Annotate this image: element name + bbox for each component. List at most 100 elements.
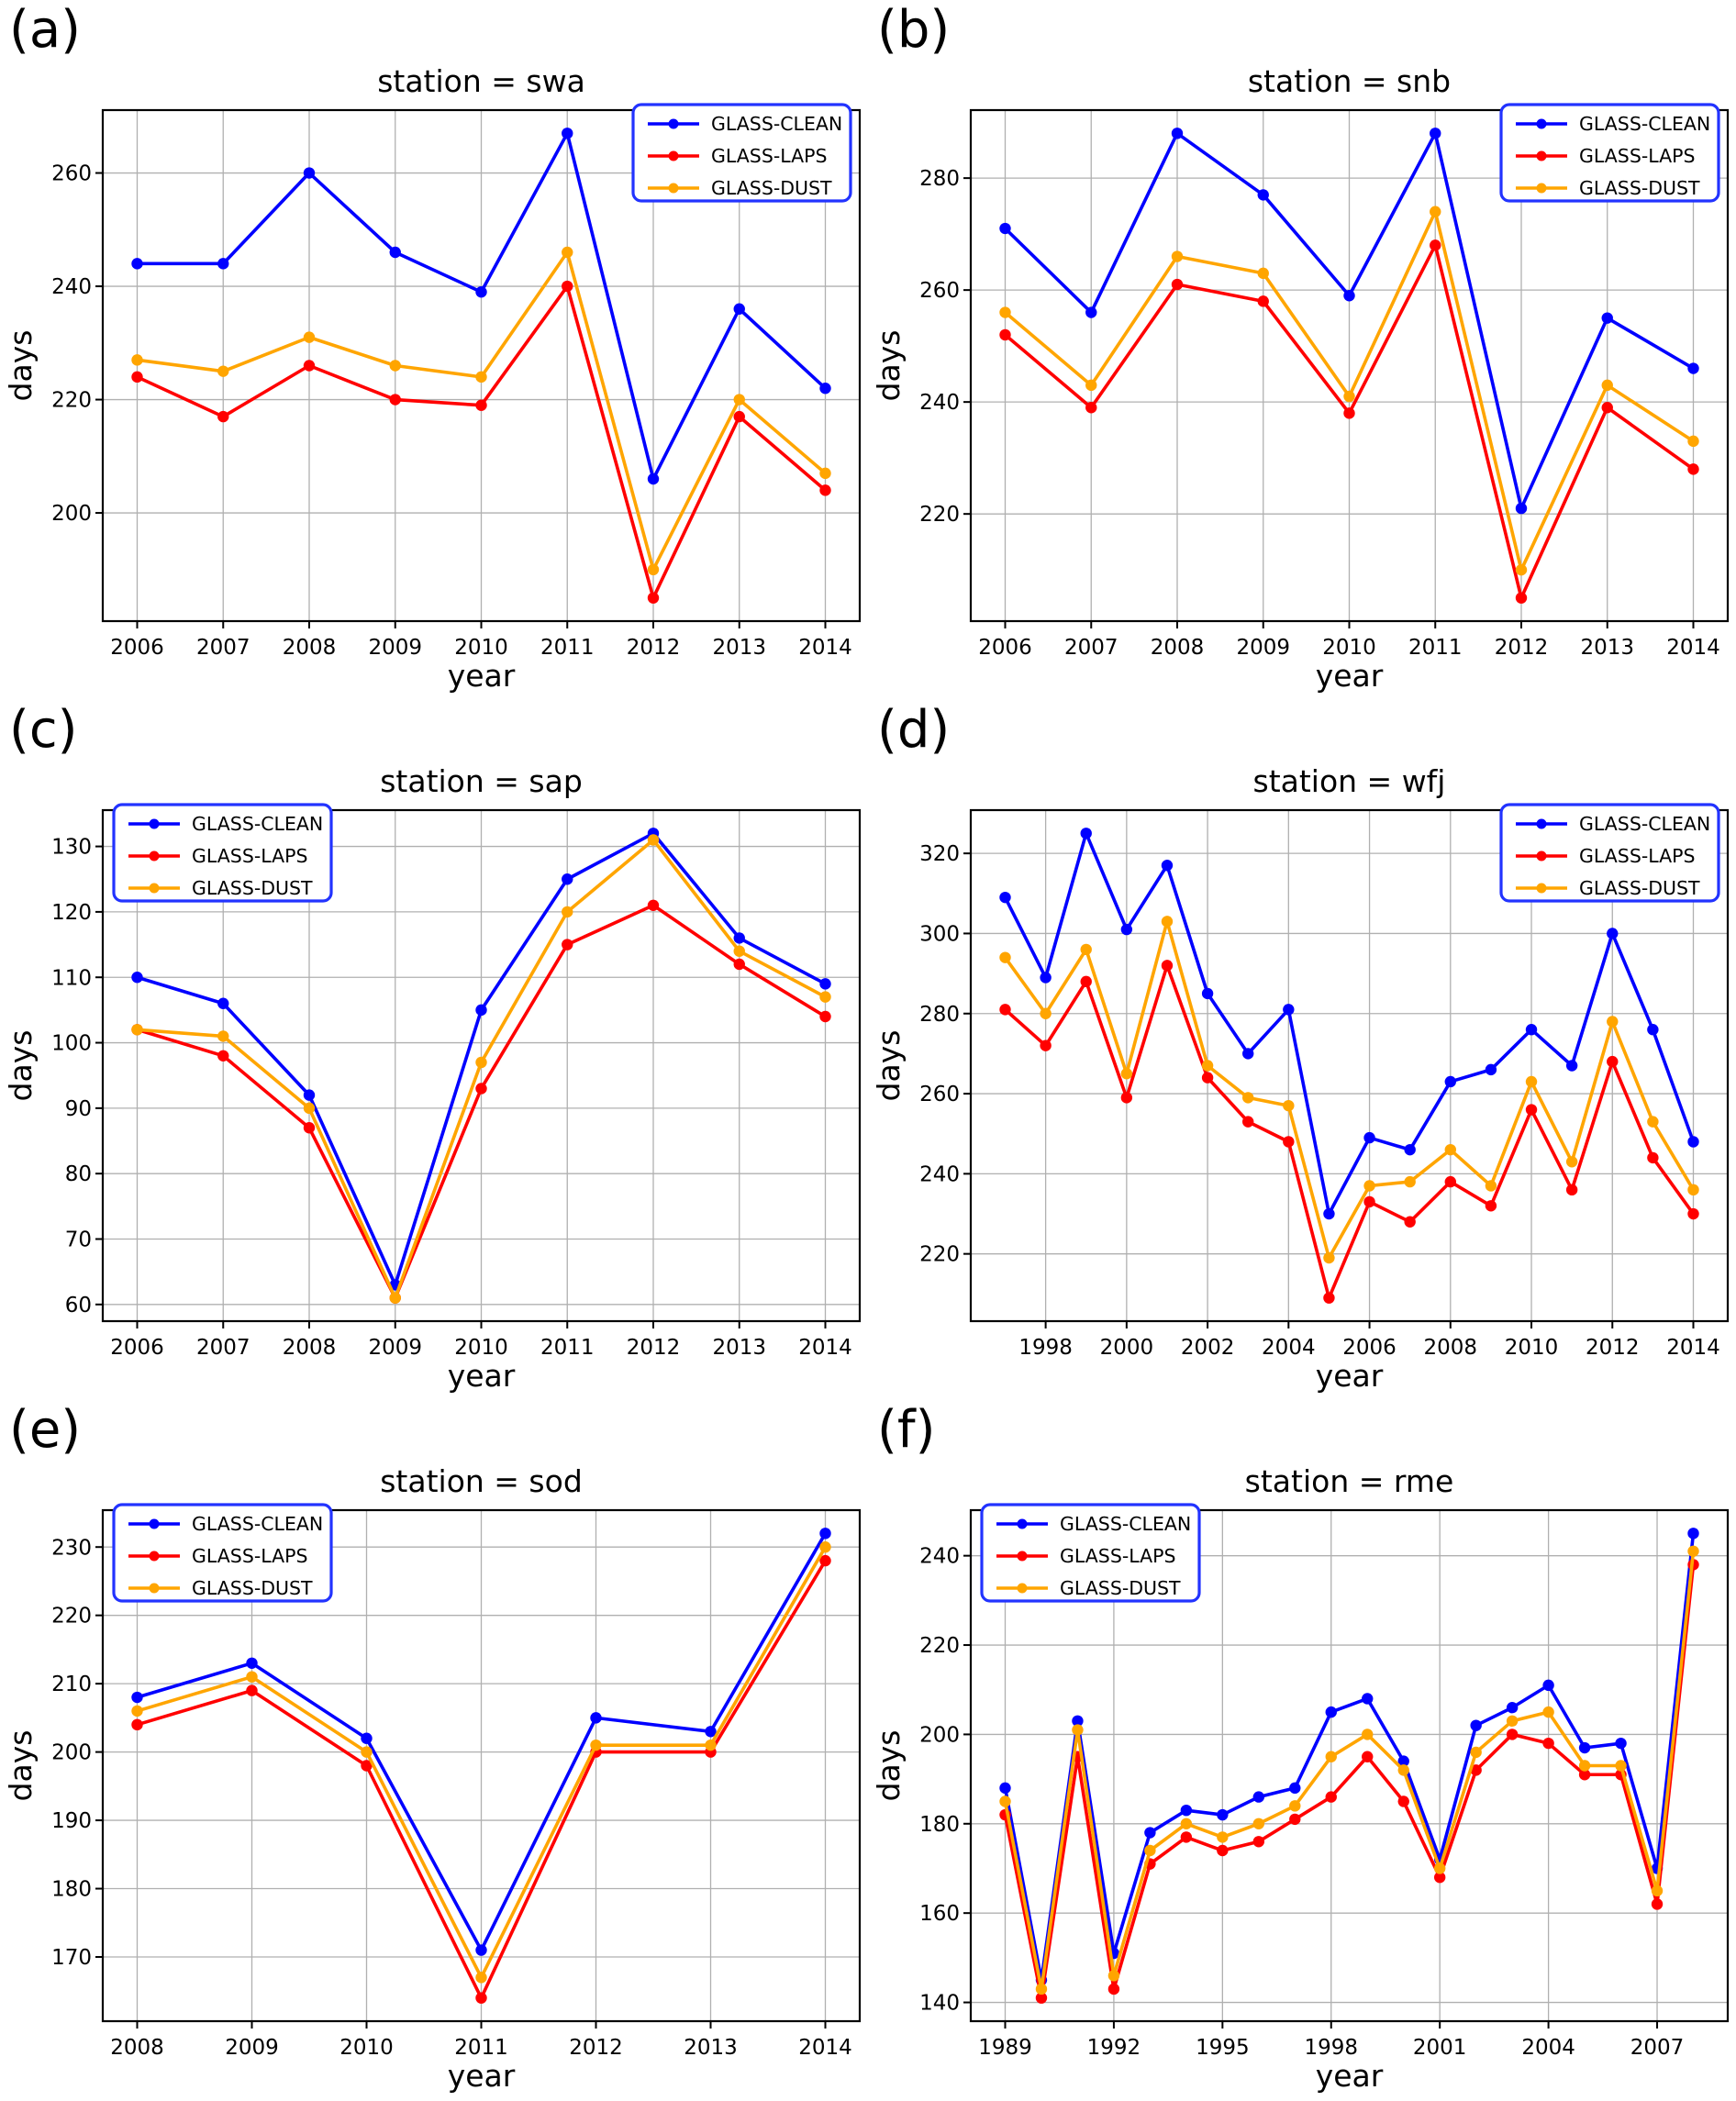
- legend-marker: [149, 883, 160, 894]
- y-tick-label: 120: [51, 901, 92, 925]
- series-line-GLASS-LAPS: [1004, 963, 1695, 1300]
- legend-label: GLASS-DUST: [1579, 177, 1700, 199]
- y-tick-label: 80: [65, 1162, 92, 1186]
- data-point-GLASS-DUST: [131, 1705, 143, 1717]
- x-tick-label: 2012: [1495, 636, 1549, 660]
- chart-title: station = wfj: [1253, 763, 1446, 799]
- x-tick-label: 2012: [627, 636, 681, 660]
- data-point-GLASS-LAPS: [1201, 1072, 1214, 1084]
- axes-spines: [101, 108, 862, 623]
- data-point-GLASS-CLEAN: [1325, 1706, 1337, 1718]
- panel-letter-b: (b): [877, 0, 951, 60]
- data-point-GLASS-DUST: [1289, 1800, 1301, 1812]
- data-point-GLASS-CLEAN: [1578, 1741, 1591, 1754]
- legend-box: [1499, 103, 1720, 203]
- data-point-GLASS-DUST: [1325, 1751, 1337, 1762]
- panel-letter-e: (e): [9, 1400, 82, 1460]
- panel-letter-c: (c): [9, 700, 78, 760]
- data-point-GLASS-DUST: [1252, 1818, 1265, 1829]
- data-point-GLASS-LAPS: [999, 1004, 1011, 1016]
- data-point-GLASS-CLEAN: [1283, 1004, 1295, 1016]
- data-point-GLASS-LAPS: [1687, 463, 1699, 475]
- data-point-GLASS-LAPS: [1525, 1104, 1538, 1116]
- y-tick-label: 220: [919, 503, 960, 527]
- panel-letter-a: (a): [9, 0, 82, 60]
- legend-label: GLASS-DUST: [711, 177, 832, 199]
- y-tick-label: 110: [51, 966, 92, 990]
- data-point-GLASS-CLEAN: [705, 1726, 717, 1738]
- data-point-GLASS-CLEAN: [1485, 1063, 1497, 1076]
- data-point-GLASS-CLEAN: [1180, 1804, 1193, 1817]
- axes-spines: [101, 1508, 862, 2023]
- x-tick-label: 2004: [1262, 1336, 1316, 1360]
- data-point-GLASS-CLEAN: [1242, 1048, 1254, 1060]
- x-tick-label: 2007: [1064, 636, 1118, 660]
- data-point-GLASS-CLEAN: [1470, 1719, 1482, 1731]
- panel-c: 2006 2007 2008 2009 2010 2011 2012 2013 2014 60 70…: [0, 700, 868, 1400]
- data-point-GLASS-DUST: [1257, 267, 1269, 280]
- data-point-GLASS-DUST: [1362, 1729, 1374, 1740]
- data-point-GLASS-CLEAN: [1343, 290, 1355, 302]
- x-tick-label: 2013: [684, 2036, 738, 2060]
- y-tick-label: 240: [919, 391, 960, 415]
- y-tick-label: 280: [919, 167, 960, 191]
- legend-marker: [668, 183, 679, 194]
- data-point-GLASS-LAPS: [1217, 1844, 1229, 1857]
- x-tick-label: 2011: [1408, 636, 1463, 660]
- data-point-GLASS-CLEAN: [246, 1657, 258, 1670]
- legend-label: GLASS-CLEAN: [192, 1513, 323, 1535]
- data-point-GLASS-LAPS: [1040, 1039, 1052, 1051]
- x-tick-label: 2014: [798, 1336, 852, 1360]
- x-tick-label: 2010: [454, 1336, 508, 1360]
- y-tick-label: 220: [51, 389, 92, 413]
- data-point-GLASS-LAPS: [1035, 1992, 1048, 2004]
- x-tick-label: 2009: [368, 1336, 422, 1360]
- x-tick-label: 1998: [1018, 1336, 1073, 1360]
- y-tick-label: 60: [65, 1294, 92, 1317]
- data-point-GLASS-CLEAN: [819, 1528, 831, 1540]
- data-point-GLASS-CLEAN: [1085, 306, 1097, 318]
- data-point-GLASS-DUST: [647, 834, 660, 846]
- x-tick-label: 2010: [1505, 1336, 1559, 1360]
- legend-box: [112, 803, 333, 903]
- data-point-GLASS-CLEAN: [1362, 1693, 1374, 1705]
- data-point-GLASS-CLEAN: [303, 1089, 316, 1101]
- data-point-GLASS-DUST: [1120, 1068, 1133, 1080]
- data-point-GLASS-LAPS: [389, 394, 401, 406]
- data-point-GLASS-DUST: [361, 1746, 373, 1758]
- data-point-GLASS-LAPS: [562, 939, 573, 950]
- legend-marker: [1536, 118, 1547, 129]
- data-point-GLASS-LAPS: [1283, 1136, 1295, 1148]
- data-point-GLASS-CLEAN: [131, 1691, 143, 1704]
- x-tick-label: 2007: [196, 636, 250, 660]
- data-point-GLASS-DUST: [1525, 1075, 1538, 1088]
- data-point-GLASS-LAPS: [1601, 402, 1613, 414]
- data-point-GLASS-LAPS: [1362, 1751, 1374, 1762]
- legend-marker: [1536, 850, 1547, 862]
- legend: GLASS-CLEAN GLASS-LAPS GLASS-DUST: [112, 803, 333, 903]
- data-point-GLASS-DUST: [1323, 1251, 1335, 1264]
- data-point-GLASS-DUST: [475, 1972, 487, 1984]
- data-point-GLASS-LAPS: [1171, 278, 1184, 291]
- data-point-GLASS-LAPS: [1080, 975, 1092, 988]
- data-point-GLASS-DUST: [1542, 1706, 1554, 1718]
- data-point-GLASS-DUST: [562, 246, 573, 259]
- y-tick-label: 220: [51, 1605, 92, 1629]
- x-tick-label: 2008: [1151, 636, 1205, 660]
- data-point-GLASS-CLEAN: [590, 1712, 602, 1724]
- data-point-GLASS-LAPS: [475, 399, 487, 411]
- legend-label: GLASS-CLEAN: [1060, 1513, 1191, 1535]
- data-point-GLASS-CLEAN: [475, 286, 487, 298]
- legend-label: GLASS-LAPS: [1060, 1545, 1176, 1567]
- data-point-GLASS-DUST: [475, 371, 487, 384]
- data-point-GLASS-LAPS: [1647, 1151, 1659, 1164]
- x-axis-label: year: [448, 2058, 516, 2094]
- data-point-GLASS-LAPS: [131, 371, 143, 384]
- series-line-GLASS-CLEAN: [1003, 1533, 1696, 1983]
- y-axis-label: days: [871, 330, 907, 402]
- chart-wfj: 1998 2000 2002 2004 2006 2008 2010 2012 2014 220 2…: [868, 700, 1736, 1400]
- data-point-GLASS-DUST: [1565, 1156, 1578, 1168]
- x-tick-label: 2010: [454, 636, 508, 660]
- data-point-GLASS-CLEAN: [1040, 972, 1052, 984]
- data-point-GLASS-CLEAN: [647, 472, 660, 485]
